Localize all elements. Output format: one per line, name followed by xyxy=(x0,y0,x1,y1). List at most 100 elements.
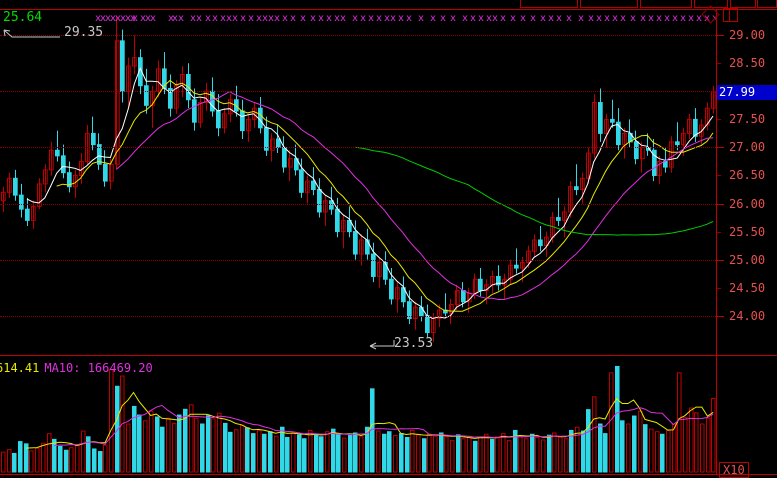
event-marker-icon: x xyxy=(510,13,516,24)
candlestick xyxy=(7,172,12,198)
volume-bar xyxy=(410,429,415,473)
candlestick xyxy=(31,200,36,229)
event-marker-icon: x xyxy=(688,13,694,24)
event-marker-icon: x xyxy=(300,13,306,24)
volume-bar xyxy=(234,429,239,473)
volume-bar xyxy=(200,423,205,473)
volume-ma5-line xyxy=(25,391,714,449)
candlestick xyxy=(449,298,454,325)
volume-bar xyxy=(365,426,370,473)
event-marker-icon: x xyxy=(130,13,136,24)
candlestick xyxy=(25,197,30,226)
volume-bar xyxy=(149,410,154,473)
price-axis-label: 24.50 xyxy=(729,281,766,295)
price-axis-tick xyxy=(717,147,724,148)
event-marker-icon: x xyxy=(548,13,554,24)
event-marker-icon: x xyxy=(95,13,101,24)
toolbar[interactable] xyxy=(0,0,777,9)
price-axis-label: 26.50 xyxy=(729,168,766,182)
toolbar-button-4[interactable] xyxy=(694,0,728,8)
event-marker-icon: x xyxy=(640,13,646,24)
candlestick xyxy=(246,113,251,142)
volume-bar xyxy=(666,429,671,473)
volume-bar xyxy=(507,440,512,473)
candlestick xyxy=(204,82,209,111)
volume-bar xyxy=(18,441,23,473)
volume-bar xyxy=(706,417,711,473)
price-axis-label: 26.00 xyxy=(729,197,766,211)
volume-bar xyxy=(603,433,608,473)
price-axis-tick xyxy=(717,260,724,261)
volume-bar xyxy=(7,449,12,473)
toolbar-button-1[interactable] xyxy=(520,0,578,8)
high-annotation: 29.35 xyxy=(3,26,103,40)
split-box-icon[interactable] xyxy=(723,8,738,22)
price-gridline xyxy=(0,204,716,205)
candlestick xyxy=(693,108,698,142)
price-axis-label: 29.00 xyxy=(729,28,766,42)
event-marker-icon: x xyxy=(450,13,456,24)
volume-bar xyxy=(461,438,466,473)
candlestick xyxy=(407,290,412,325)
volume-bar xyxy=(189,404,194,473)
event-marker-icon: x xyxy=(664,13,670,24)
candlestick xyxy=(1,186,6,212)
event-marker-icon: x xyxy=(220,13,226,24)
candlestick xyxy=(514,248,519,274)
event-marker-icon: x xyxy=(556,13,562,24)
volume-panel[interactable] xyxy=(0,356,716,474)
toolbar-button-2[interactable] xyxy=(580,0,638,8)
volume-bar xyxy=(433,435,438,473)
toolbar-button-6[interactable] xyxy=(757,0,777,8)
volume-bar xyxy=(52,438,57,473)
price-axis-label: 25.00 xyxy=(729,253,766,267)
toolbar-button-3[interactable] xyxy=(640,0,692,8)
volume-bar xyxy=(422,438,427,473)
volume-bar xyxy=(177,414,182,473)
price-axis-tick xyxy=(717,175,721,176)
high-annotation-leader xyxy=(3,29,60,38)
candlestick xyxy=(657,155,662,184)
candlestick xyxy=(264,116,269,156)
volume-bar xyxy=(552,432,557,473)
candlestick xyxy=(85,125,90,165)
event-marker-icon: x xyxy=(406,13,412,24)
candlestick xyxy=(675,122,680,151)
event-marker-icon: x xyxy=(430,13,436,24)
low-annotation-leader xyxy=(369,340,395,350)
price-axis-label: 27.00 xyxy=(729,140,766,154)
low-annotation-text: 23.53 xyxy=(394,336,434,351)
candlestick xyxy=(532,234,537,257)
event-marker-icon: x xyxy=(150,13,156,24)
price-gridline xyxy=(0,91,716,92)
candlestick xyxy=(150,85,155,128)
candlestick xyxy=(669,136,674,173)
price-axis-tick xyxy=(717,316,724,317)
event-marker-icon: x xyxy=(334,13,340,24)
candlestick xyxy=(228,94,233,123)
current-price-badge: 27.99 xyxy=(717,85,777,100)
volume-bar xyxy=(69,447,74,473)
candlestick xyxy=(705,102,710,131)
volume-bar xyxy=(450,440,455,473)
candlestick xyxy=(198,96,203,128)
candlestick xyxy=(413,301,418,330)
candlestick xyxy=(353,220,358,260)
candlestick xyxy=(586,147,591,184)
candlestick xyxy=(383,251,388,285)
toolbar-button-5[interactable] xyxy=(730,0,756,8)
volume-bar xyxy=(257,429,262,473)
volume-bar xyxy=(137,414,142,473)
volume-plot[interactable] xyxy=(0,356,716,474)
volume-bar xyxy=(325,431,330,473)
chart-top-border xyxy=(0,9,777,10)
event-marker-icon: x xyxy=(145,13,151,24)
event-marker-icon: x xyxy=(440,13,446,24)
candlestick xyxy=(97,133,102,170)
event-marker-icon: x xyxy=(704,13,710,24)
volume-bar xyxy=(399,433,404,473)
candlestick xyxy=(574,164,579,196)
price-axis-label: 24.00 xyxy=(729,309,766,323)
